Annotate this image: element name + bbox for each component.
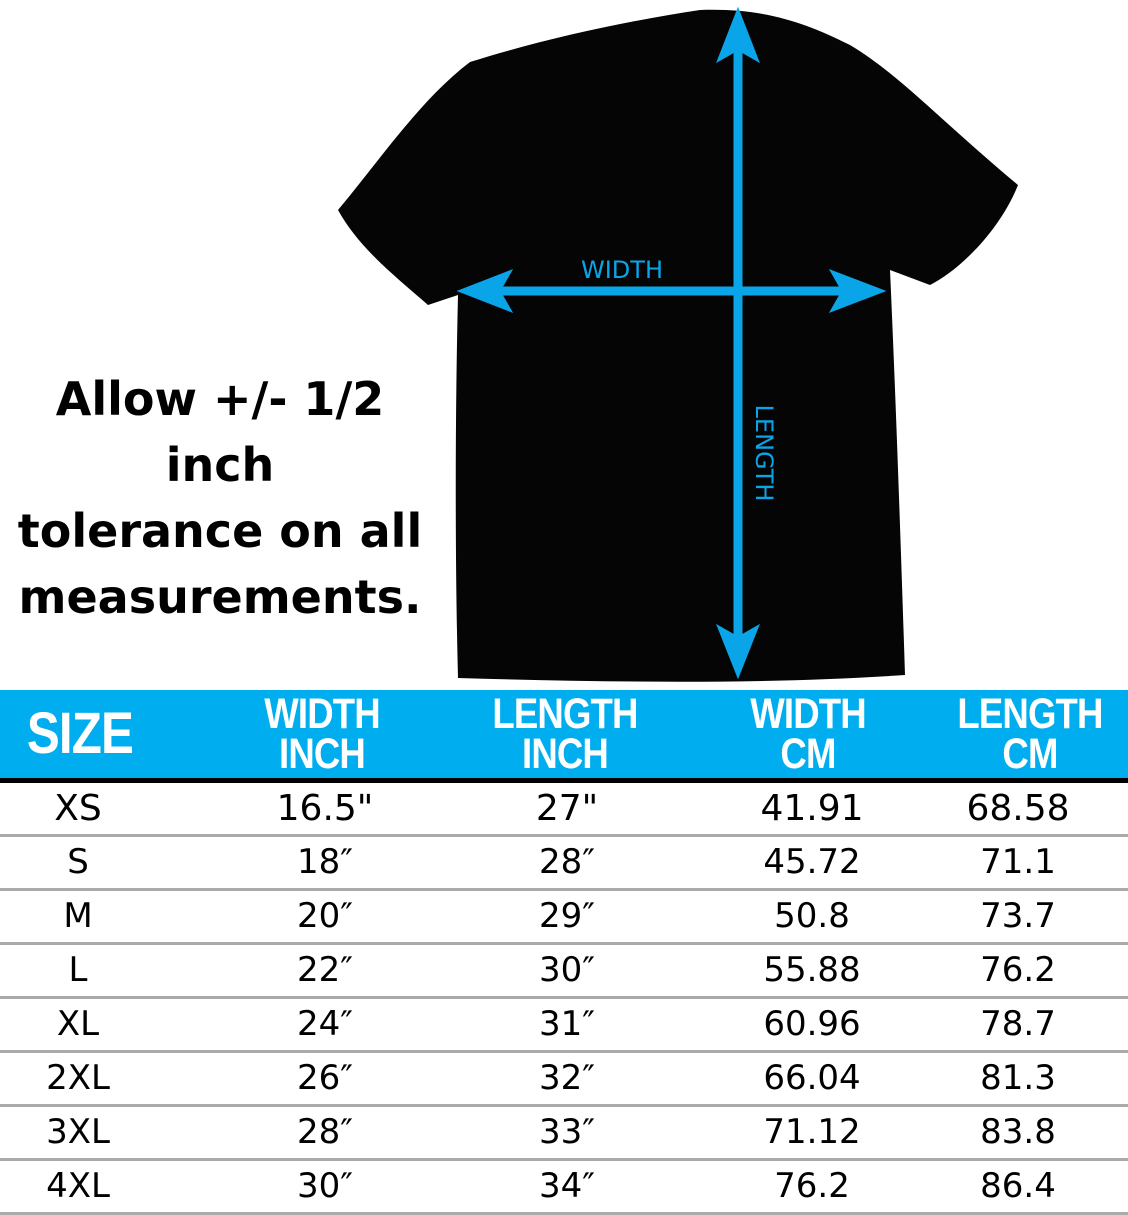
cell-length-inch: 29″ [539,896,595,936]
cell-width-inch: 22″ [297,950,353,990]
table-row: 3XL 28″ 33″ 71.12 83.8 [0,1107,1128,1161]
cell-length-inch: 32″ [539,1058,595,1098]
cell-width-cm: 50.8 [774,896,850,936]
size-table-header: SIZE WIDTH INCH LENGTH INCH WIDTH CM LENGTH… [0,690,1128,783]
cell-length-cm: 68.58 [966,788,1070,829]
cell-size: M [63,896,93,936]
tolerance-note: Allow +/- 1/2 inch tolerance on all meas… [0,366,440,630]
cell-width-cm: 76.2 [774,1166,850,1206]
header-size: SIZE [26,701,134,766]
cell-size: S [67,842,89,882]
cell-length-inch: 30″ [539,950,595,990]
header-length-cm: LENGTH CM [957,690,1103,778]
cell-width-inch: 28″ [297,1112,353,1152]
table-row: 4XL 30″ 34″ 76.2 86.4 [0,1161,1128,1215]
tolerance-line: Allow +/- 1/2 inch [55,372,385,492]
tolerance-line: tolerance on all [17,504,423,558]
header-length-inch: LENGTH INCH [492,690,638,778]
cell-size: 3XL [46,1112,110,1152]
cell-width-inch: 20″ [297,896,353,936]
cell-size: 4XL [46,1166,110,1206]
header-width-cm: WIDTH CM [750,690,866,778]
cell-size: L [68,950,88,990]
table-row: M 20″ 29″ 50.8 73.7 [0,891,1128,945]
cell-length-cm: 71.1 [980,842,1056,882]
cell-length-inch: 34″ [539,1166,595,1206]
cell-size: XL [56,1004,100,1044]
size-table-body: XS 16.5" 27" 41.91 68.58 S 18″ 28″ 45.72 71.1 M 20″… [0,783,1128,1215]
table-row: S 18″ 28″ 45.72 71.1 [0,837,1128,891]
length-label: LENGTH [750,405,778,502]
length-arrow [716,6,760,680]
cell-length-inch: 28″ [539,842,595,882]
cell-width-inch: 24″ [297,1004,353,1044]
cell-length-cm: 81.3 [980,1058,1056,1098]
tolerance-line: measurements. [18,570,422,624]
cell-width-inch: 18″ [297,842,353,882]
width-label: WIDTH [581,256,663,284]
cell-length-inch: 33″ [539,1112,595,1152]
cell-size: XS [54,788,102,829]
cell-width-cm: 66.04 [763,1058,861,1098]
tshirt-diagram: WIDTH LENGTH [338,6,1018,682]
cell-width-cm: 60.96 [763,1004,861,1044]
table-row: L 22″ 30″ 55.88 76.2 [0,945,1128,999]
table-row: XL 24″ 31″ 60.96 78.7 [0,999,1128,1053]
cell-length-cm: 73.7 [980,896,1056,936]
cell-width-inch: 30″ [297,1166,353,1206]
cell-width-inch: 26″ [297,1058,353,1098]
cell-length-inch: 31″ [539,1004,595,1044]
width-arrow [456,269,887,313]
cell-length-cm: 86.4 [980,1166,1056,1206]
cell-length-cm: 83.8 [980,1112,1056,1152]
cell-length-cm: 76.2 [980,950,1056,990]
cell-width-cm: 45.72 [763,842,861,882]
cell-width-inch: 16.5" [276,788,374,829]
cell-width-cm: 55.88 [763,950,861,990]
header-width-inch: WIDTH INCH [264,690,380,778]
cell-width-cm: 71.12 [763,1112,861,1152]
table-row: 2XL 26″ 32″ 66.04 81.3 [0,1053,1128,1107]
tshirt-icon [338,9,1018,682]
cell-width-cm: 41.91 [760,788,864,829]
cell-length-cm: 78.7 [980,1004,1056,1044]
cell-length-inch: 27" [535,788,599,829]
table-row: XS 16.5" 27" 41.91 68.58 [0,783,1128,837]
cell-size: 2XL [46,1058,110,1098]
